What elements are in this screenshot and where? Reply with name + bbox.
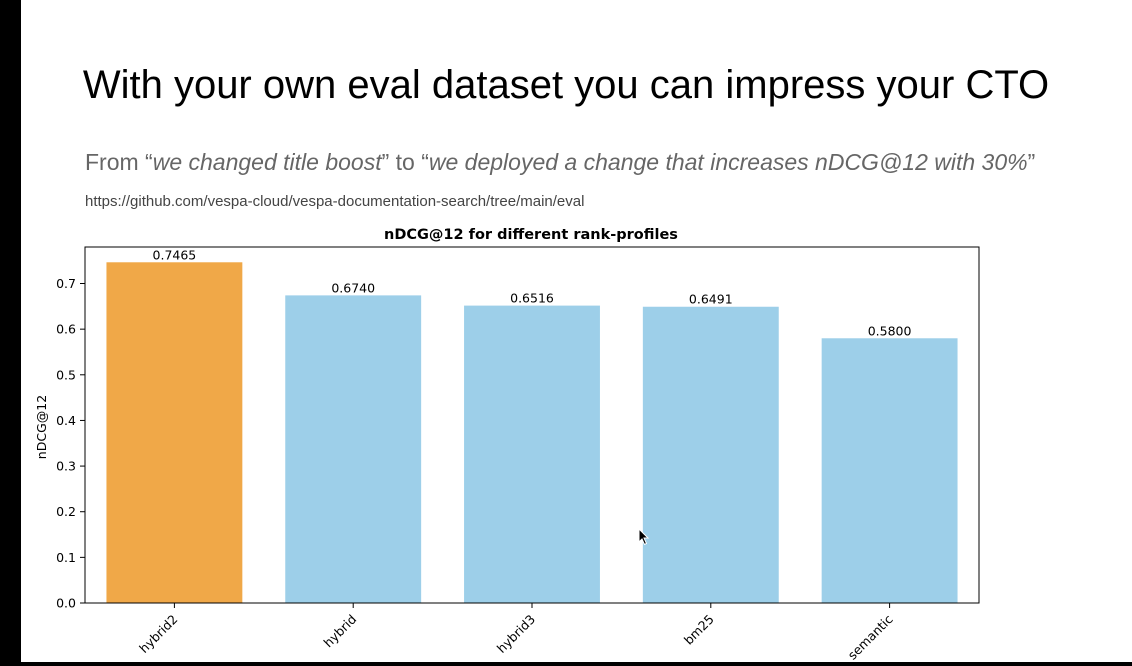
bar-hybrid xyxy=(285,295,422,603)
x-tick-label: semantic xyxy=(845,611,896,662)
bar-bm25 xyxy=(642,306,779,603)
slide-title: With your own eval dataset you can impre… xyxy=(82,63,1050,107)
eval-repo-link[interactable]: https://github.com/vespa-cloud/vespa-doc… xyxy=(85,193,585,210)
subtitle-quote-2: we deployed a change that increases nDCG… xyxy=(428,149,1028,175)
subtitle-text-1: From “ xyxy=(85,149,153,175)
ndcg-bar-chart: nDCG@12 for different rank-profiles nDCG… xyxy=(34,227,980,662)
bar-value-label: 0.6491 xyxy=(689,292,733,307)
bar-hybrid3 xyxy=(464,305,600,603)
bar-semantic xyxy=(821,338,958,603)
bar-value-label: 0.7465 xyxy=(153,247,197,262)
slide-subtitle: From “we changed title boost” to “we dep… xyxy=(85,144,1125,220)
bar-hybrid2 xyxy=(106,262,243,603)
subtitle-text-2: ” to “ xyxy=(381,149,429,175)
plot-frame xyxy=(84,246,980,604)
bar-value-label: 0.5800 xyxy=(868,323,912,338)
y-tick-label: 0.5 xyxy=(56,367,76,382)
subtitle-text-3: ” xyxy=(1027,149,1036,175)
y-tick-label: 0.1 xyxy=(56,550,76,565)
x-tick-label: hybrid2 xyxy=(136,612,180,656)
slide: With your own eval dataset you can impre… xyxy=(21,0,1132,662)
y-tick-label: 0.0 xyxy=(56,596,76,611)
y-tick-label: 0.7 xyxy=(56,276,76,291)
y-tick-label: 0.3 xyxy=(56,459,76,474)
x-tick-label: bm25 xyxy=(681,612,717,648)
y-tick-label: 0.4 xyxy=(56,413,76,428)
y-tick-label: 0.2 xyxy=(56,504,76,519)
mouse-pointer-icon xyxy=(638,528,650,546)
x-tick-label: hybrid3 xyxy=(494,612,538,656)
bar-value-label: 0.6740 xyxy=(331,280,375,295)
x-tick-label: hybrid xyxy=(321,612,360,651)
y-tick-label: 0.6 xyxy=(56,322,76,337)
chart-title: nDCG@12 for different rank-profiles xyxy=(384,227,678,243)
bar-value-label: 0.6516 xyxy=(510,291,554,306)
subtitle-quote-1: we changed title boost xyxy=(152,149,382,175)
y-axis-label: nDCG@12 xyxy=(34,395,49,459)
